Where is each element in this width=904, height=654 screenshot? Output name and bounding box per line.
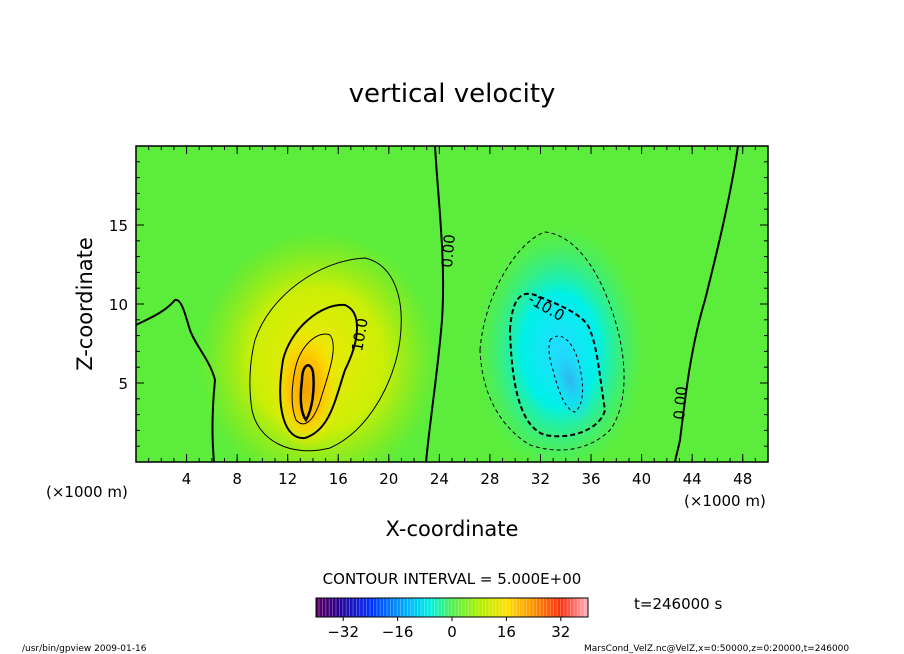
y-tick-label: 15 [109, 217, 128, 235]
plot-area: 10.0 0.00 -10.0 0.00 [136, 146, 768, 462]
colorbar-ticks: −32 −16 0 16 32 [327, 617, 570, 641]
colorbar-tick-label: 0 [447, 623, 457, 641]
x-tick-label: 48 [733, 470, 752, 488]
updraft-contour-25 [299, 364, 315, 423]
x-tick-label: 44 [683, 470, 702, 488]
x-unit-right: (×1000 m) [684, 492, 766, 510]
contour-lines [136, 146, 739, 462]
x-tick-label: 32 [531, 470, 550, 488]
contour-label-zero-right: 0.00 [670, 386, 691, 421]
downdraft-contour-15 [548, 335, 583, 413]
footer-right: MarsCond_VelZ.nc@VelZ,x=0:50000,z=0:2000… [584, 644, 849, 654]
zero-contour-mid [425, 146, 445, 462]
x-tick-label: 36 [581, 470, 600, 488]
y-axis-label: Z-coordinate [73, 237, 97, 371]
updraft-contour-5 [249, 257, 402, 452]
x-tick-label: 40 [632, 470, 651, 488]
colorbar-tick-label: −32 [327, 623, 359, 641]
colorbar: −32 −16 0 16 32 [315, 597, 589, 641]
time-label: t=246000 s [634, 595, 722, 613]
y-tick-label: 5 [118, 375, 128, 393]
footer-left: /usr/bin/gpview 2009-01-16 [22, 644, 147, 654]
updraft-contour-10 [279, 303, 358, 440]
colorbar-gradient [316, 598, 588, 617]
contour-interval-label: CONTOUR INTERVAL = 5.000E+00 [323, 570, 582, 588]
colorbar-tick-label: −16 [382, 623, 414, 641]
x-tick-label: 24 [430, 470, 449, 488]
updraft-contour-15 [291, 333, 334, 425]
colorbar-tick-label: 16 [497, 623, 516, 641]
zero-contour-left [136, 298, 217, 462]
downdraft-contour-5 [479, 231, 625, 451]
contour-label-10: 10.0 [348, 317, 372, 353]
x-axis-label: X-coordinate [386, 517, 519, 541]
y-tick-label: 10 [109, 296, 128, 314]
updraft-core [272, 326, 340, 450]
colorbar-tick-label: 32 [551, 623, 570, 641]
y-axis: 5 10 15 [109, 161, 768, 447]
x-tick-label: 8 [232, 470, 242, 488]
x-unit-left: (×1000 m) [46, 483, 128, 501]
x-tick-label: 12 [278, 470, 297, 488]
x-axis: 4 8 12 16 20 24 28 32 36 40 44 48 [148, 146, 756, 488]
contour-label-zero-mid: 0.00 [438, 234, 459, 269]
colorbar-stripes [318, 598, 588, 617]
x-tick-label: 20 [379, 470, 398, 488]
downdraft-contour-10 [508, 292, 607, 438]
zero-contour-right [674, 146, 739, 462]
x-tick-label: 16 [329, 470, 348, 488]
chart-title: vertical velocity [349, 79, 556, 109]
x-tick-label: 28 [480, 470, 499, 488]
x-tick-label: 4 [182, 470, 192, 488]
